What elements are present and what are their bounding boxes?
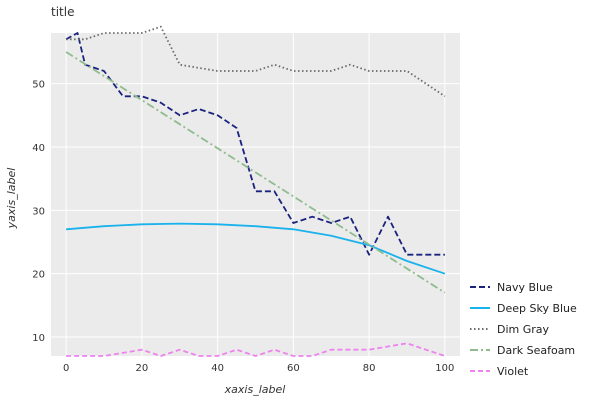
x-tick-label: 60 [287,363,300,374]
gridlines [51,33,460,356]
chart-title: title [51,5,74,19]
legend-label: Navy Blue [497,281,553,294]
x-tick-label: 0 [63,363,69,374]
legend-label: Violet [497,365,529,378]
plot-area [51,33,460,356]
x-axis-ticks: 0 20 40 60 80 100 [63,363,454,374]
y-tick-label: 40 [32,143,45,154]
y-axis-label: yaxis_label [5,168,18,230]
y-tick-label: 20 [32,270,45,281]
series-line-dark-seafoam [65,51,446,294]
series-lines [65,25,446,357]
y-tick-label: 30 [32,206,45,217]
x-axis-label: xaxis_label [224,383,286,396]
series-line-violet [66,342,446,357]
series-line-deep-sky-blue [66,222,446,275]
y-tick-label: 10 [32,333,45,344]
x-tick-label: 80 [363,363,376,374]
legend-label: Dim Gray [497,323,550,336]
plot-background [51,33,460,356]
legend: Navy Blue Deep Sky Blue Dim Gray Dark Seafo… [470,281,577,378]
y-tick-label: 50 [32,80,45,91]
legend-label: Deep Sky Blue [497,302,577,315]
x-tick-label: 40 [211,363,224,374]
x-tick-label: 100 [435,363,454,374]
legend-label: Dark Seafoam [497,344,575,357]
x-tick-label: 20 [136,363,149,374]
y-axis-ticks: 10 20 30 40 50 [32,80,45,344]
